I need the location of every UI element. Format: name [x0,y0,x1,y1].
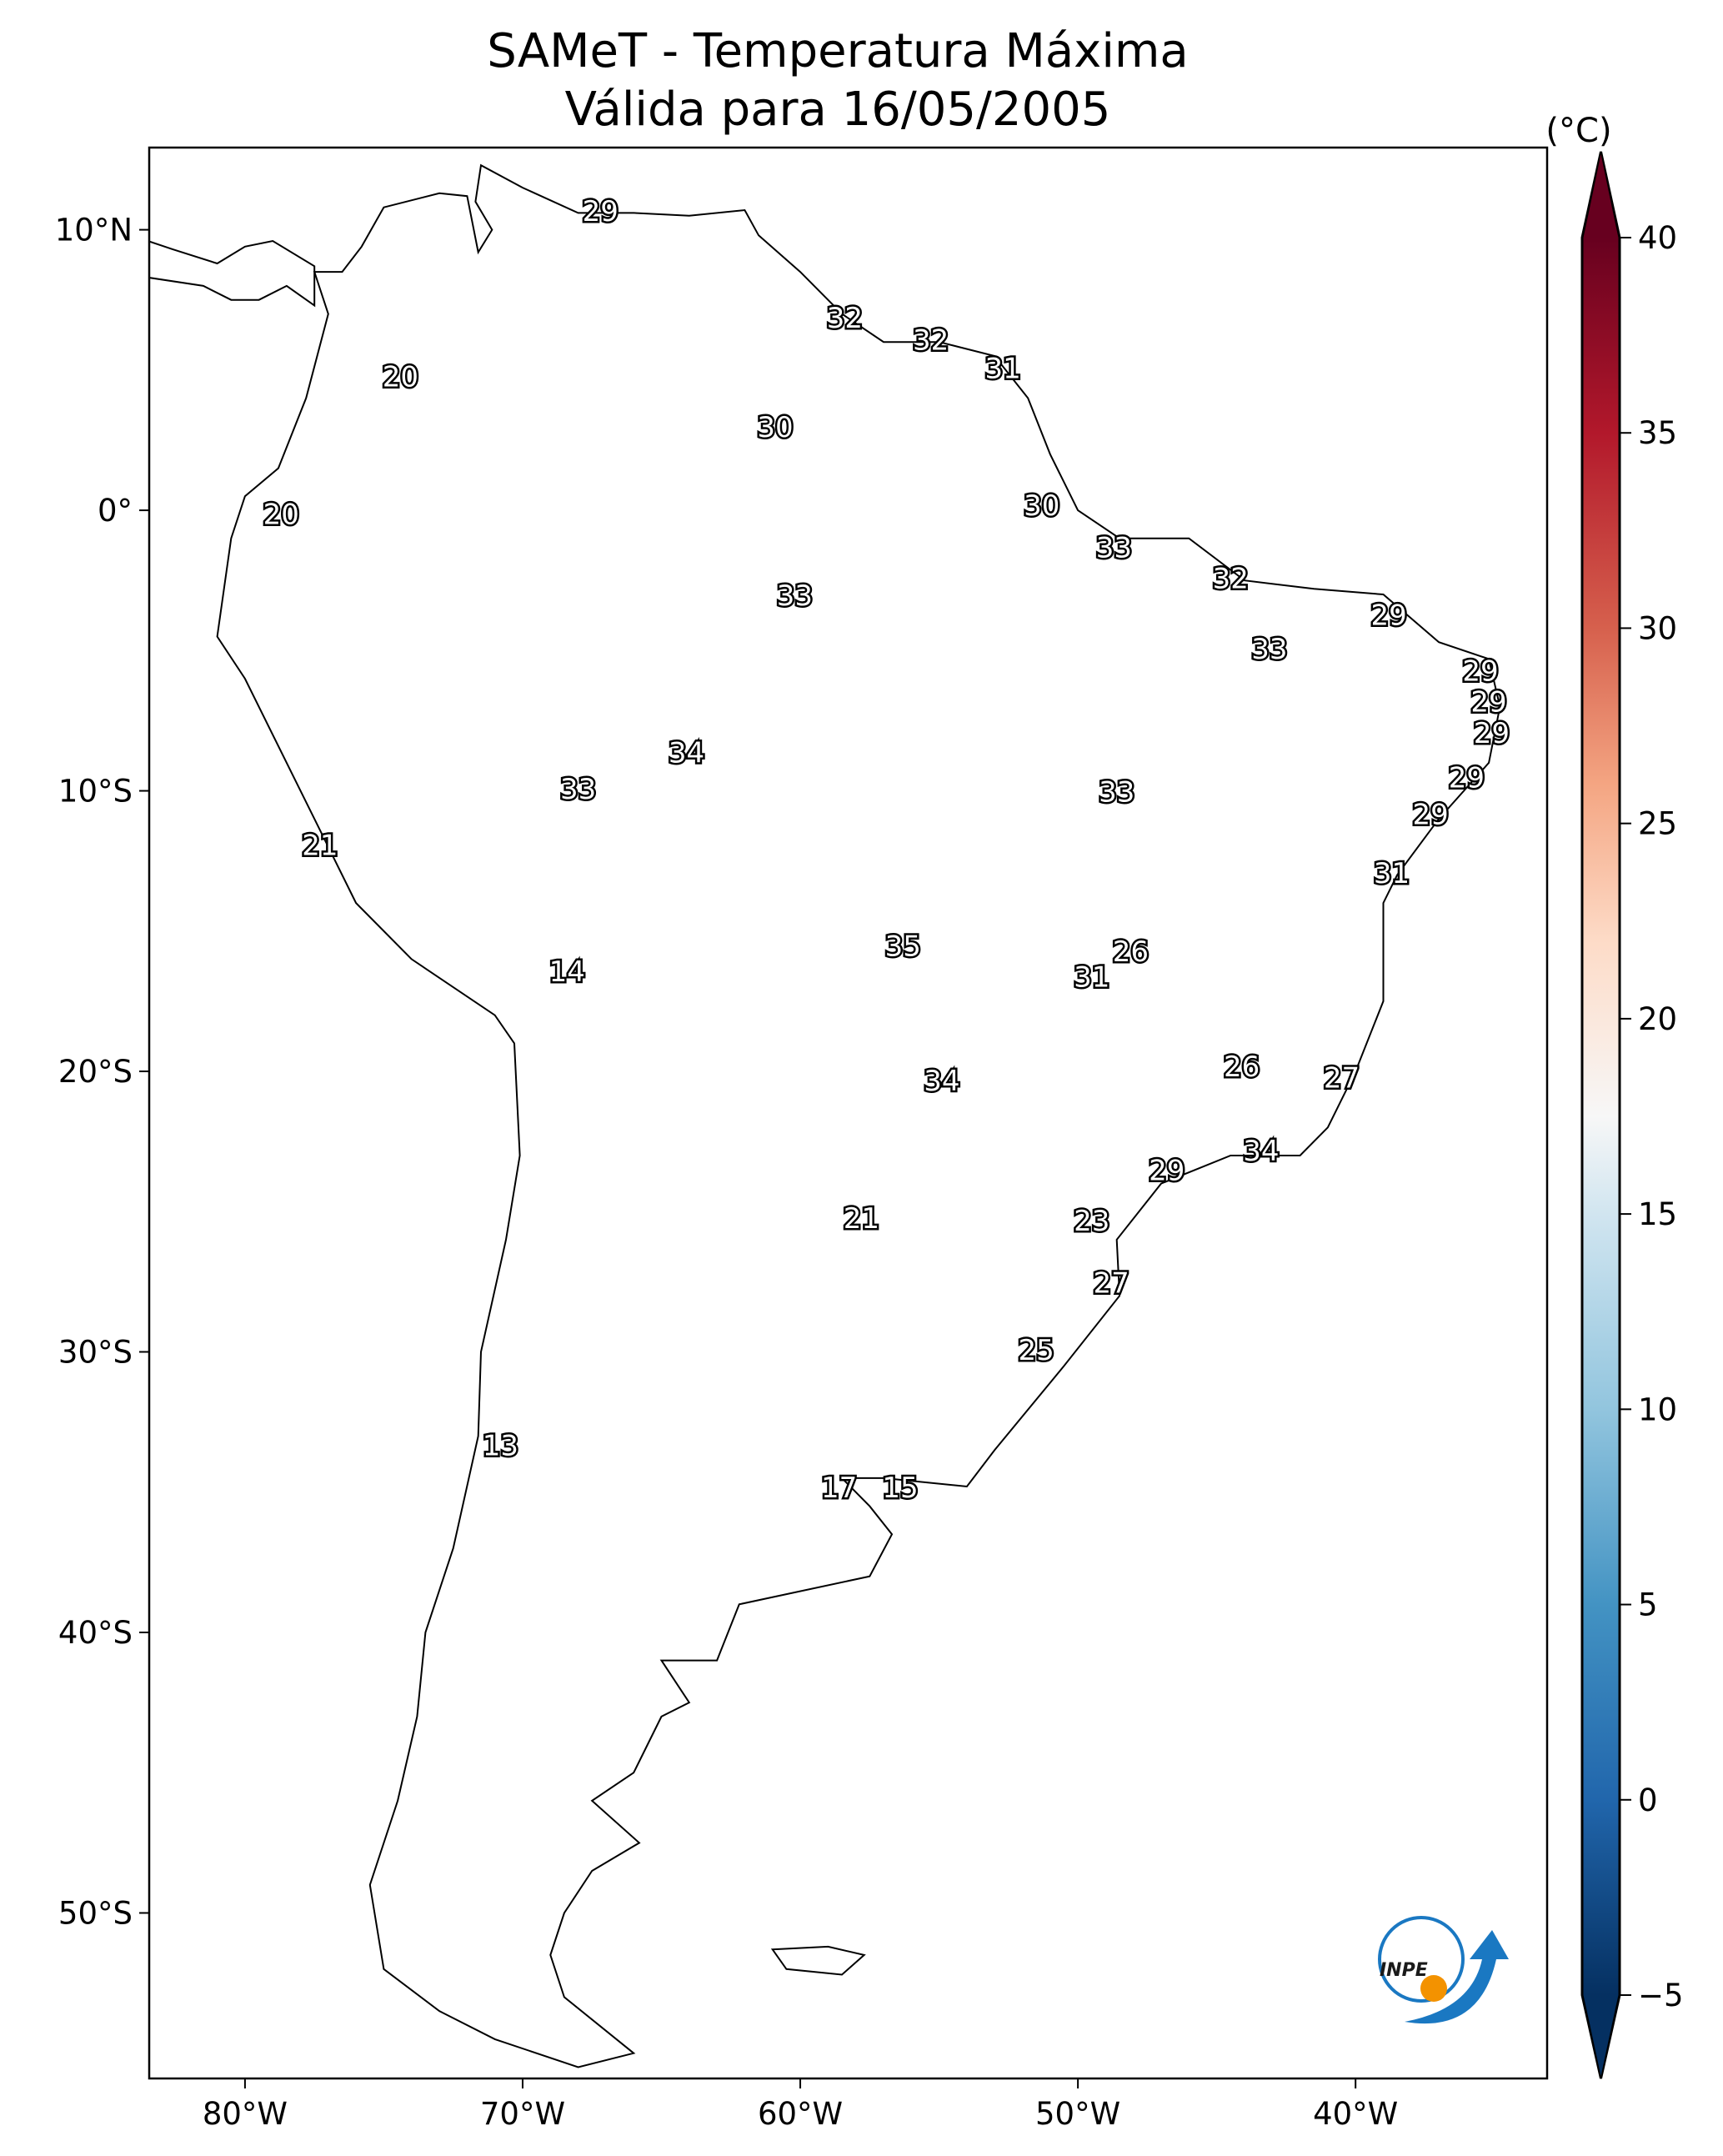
coastline [149,163,1501,2068]
station-value-label: 29 [1412,798,1448,831]
station-value-label: 29 [1371,599,1407,632]
colorbar-extend-max [1583,154,1619,238]
field-region [606,1127,939,1296]
station-value-label: 34 [669,736,704,770]
logo-orbit-ring [1378,1916,1465,2003]
field-region-andes [425,1661,508,1829]
field-region [495,1071,606,1240]
station-value-label: 33 [1251,633,1287,666]
field-region [439,1632,606,2024]
colorbar-tick-label: 30 [1638,610,1677,646]
station-value-label: 23 [1074,1205,1109,1238]
station-value-label: 17 [821,1472,857,1505]
inpe-logo: INPE [1378,1916,1509,2024]
field-region [383,1829,523,2053]
station-value-label: 20 [383,360,418,394]
logo-text: INPE [1380,1960,1428,1981]
coastline-segment [216,163,1501,2068]
colorbar-tick-label: 25 [1638,806,1677,842]
lat-tick-label: 40°S [58,1615,133,1651]
station-value-label: 29 [1470,686,1506,720]
colorbar-tick-label: 10 [1638,1391,1677,1427]
colorbar-tick-label: 15 [1638,1196,1677,1232]
lat-tick-label: 0° [98,493,133,529]
title-line-2: Válida para 16/05/2005 [565,83,1111,137]
field-region [592,819,814,987]
temperature-field [149,148,1547,2078]
station-value-label: 27 [1093,1266,1129,1300]
field-region [828,903,1105,1127]
field-region [348,286,420,510]
station-value-label: 26 [1224,1050,1260,1084]
field-region-andes [448,1492,514,1661]
station-value-label: 35 [885,930,921,963]
axis-ticks: 80°W 70°W 60°W 50°W 40°W 10°N 0° 10°S 20°S 30°S 40… [55,213,1399,2132]
station-value-label: 25 [1019,1334,1054,1367]
station-value-label: 33 [1096,532,1132,565]
colorbar-unit-label: (°C) [1545,112,1611,150]
station-value-label: 21 [844,1202,879,1236]
station-value-label: 34 [924,1065,959,1098]
lat-tick-label: 30°S [58,1335,133,1371]
colorbar-tick-label: 35 [1638,415,1677,451]
station-value-label: 33 [1099,775,1134,809]
colorbar-tick-label: −5 [1638,1978,1684,2013]
station-value-label: 29 [583,195,619,228]
colorbar-tick-label: 0 [1638,1782,1658,1818]
station-value-label: 31 [985,352,1021,385]
station-value-label: 30 [1024,489,1059,523]
coastline-segment [770,1945,866,1976]
lat-tick-label: 20°S [58,1054,133,1090]
station-value-label: 31 [1374,857,1410,890]
station-value-label: 15 [882,1472,918,1505]
station-value-label: 20 [263,498,299,531]
station-value-label: 33 [777,579,813,613]
field-region [689,1240,911,1464]
colorbar-extend-min [1583,1994,1619,2076]
logo-swoosh [1405,1930,1509,2024]
colorbar-bar [1580,151,1621,2079]
field-region-andes [467,1226,506,1366]
lat-tick-label: 50°S [58,1895,133,1931]
station-value-label: 21 [302,829,338,862]
field-region [523,1605,744,1885]
colorbar: (°C) 40 35 30 25 20 15 10 5 0 −5 [1545,112,1684,2079]
station-value-label: 29 [1462,655,1498,689]
colorbar-tick-label: 20 [1638,1001,1677,1037]
station-value-label: 14 [549,955,585,989]
station-value-label: 13 [483,1429,518,1462]
station-value-label: 30 [757,411,793,444]
station-value-label: 29 [1149,1155,1185,1188]
station-value-label: 29 [1449,762,1485,795]
title-line-1: SAMeT - Temperatura Máxima [487,24,1189,78]
station-value-label: 32 [827,302,863,335]
lat-tick-label: 10°S [58,774,133,810]
station-value-label: 31 [1074,960,1109,994]
field-region-andes [487,1212,559,1548]
station-value-label: 29 [1474,717,1510,750]
map-frame [148,146,1549,2080]
coastline-segment [149,239,316,308]
field-region [384,202,939,538]
lon-tick-label: 60°W [758,2096,843,2132]
station-value-label: 33 [560,773,596,806]
lon-tick-label: 70°W [480,2096,565,2132]
lon-tick-label: 80°W [203,2096,288,2132]
station-value-label: 32 [1213,563,1249,596]
field-base [149,148,1547,2078]
lat-tick-label: 10°N [55,213,133,248]
colorbar-tick-label: 5 [1638,1587,1658,1623]
station-value-label: 27 [1324,1062,1360,1096]
station-value-label: 34 [1243,1135,1279,1168]
lon-tick-label: 50°W [1035,2096,1120,2132]
lon-tick-label: 40°W [1313,2096,1398,2132]
field-region [773,483,994,651]
station-value-label: 26 [1113,935,1149,969]
colorbar-tick-label: 40 [1638,220,1677,256]
station-value-label: 32 [913,324,949,358]
logo-orange-dot [1420,1975,1447,2002]
